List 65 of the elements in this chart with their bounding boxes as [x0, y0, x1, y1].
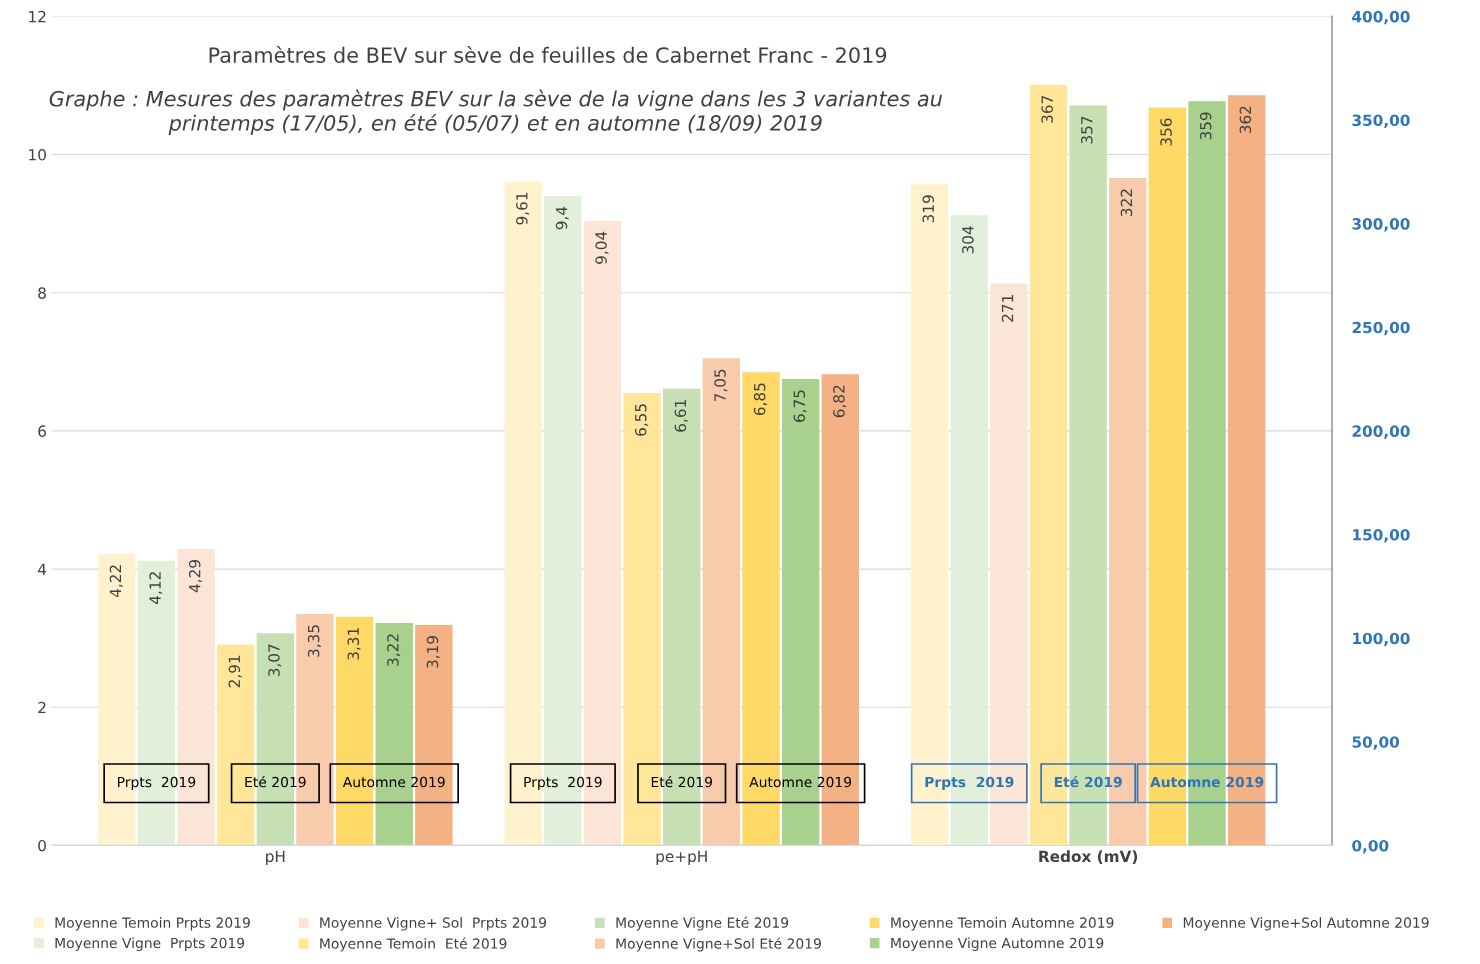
data-label: 359 — [1199, 112, 1212, 140]
annotation: Prpts 2019 — [118, 776, 196, 790]
data-label: 9,04 — [595, 231, 609, 264]
data-label: 3,07 — [268, 644, 282, 677]
legend-label: Moyenne Vigne+Sol Automne 2019 — [1183, 917, 1429, 931]
data-label: 4,12 — [149, 572, 163, 605]
data-label: 6,55 — [634, 404, 649, 436]
annotation: Prpts 2019 — [524, 776, 602, 790]
data-label: 9,4 — [555, 206, 569, 230]
annotation: Eté 2019 — [245, 775, 306, 788]
y2-tick-label: 0,00 — [1352, 839, 1389, 854]
data-label: 6,85 — [753, 383, 767, 416]
data-label: 4,22 — [109, 565, 123, 598]
annotation: Eté 2019 — [651, 775, 713, 788]
y-tick-label: 8 — [38, 287, 46, 299]
text: Paramètres de BEV sur sève de feuilles de Cabernet Franc - 2019 — [209, 46, 887, 63]
data-label: 362 — [1239, 106, 1252, 134]
x-tick-label: Redox (mV) — [1039, 850, 1138, 864]
data-label: 367 — [1041, 96, 1053, 123]
data-label: 3,35 — [307, 625, 321, 657]
legend-label: Moyenne Vigne+Sol Eté 2019 — [616, 937, 821, 952]
y2-tick-label: 200,00 — [1352, 425, 1410, 439]
data-label: 357 — [1081, 116, 1093, 144]
x-tick-label: pe+pH — [656, 850, 707, 866]
data-label: 6,61 — [674, 400, 688, 432]
y-tick-label: 4 — [37, 563, 47, 575]
y2-tick-label: 150,00 — [1353, 529, 1410, 543]
legend-label: Moyenne Temoin Automne 2019 — [891, 917, 1114, 931]
data-label: 2,91 — [228, 655, 242, 688]
y2-tick-label: 400,00 — [1352, 10, 1410, 25]
legend-label: Moyenne Vigne Prpts 2019 — [55, 937, 245, 951]
legend-label: Moyenne Temoin Prpts 2019 — [55, 917, 250, 931]
annotation: Eté 2019 — [1054, 775, 1122, 788]
y-tick-label: 12 — [29, 10, 46, 23]
legend-label: Moyenne Temoin Eté 2019 — [320, 937, 507, 952]
y-tick-label: 2 — [38, 701, 46, 714]
data-label: 6,82 — [833, 385, 847, 418]
data-label: 9,61 — [516, 192, 530, 225]
y2-tick-label: 250,00 — [1352, 321, 1410, 336]
y2-tick-label: 100,00 — [1353, 632, 1410, 647]
legend-label: Moyenne Vigne Automne 2019 — [891, 937, 1104, 951]
data-label: 304 — [962, 226, 974, 254]
annotation: Prpts 2019 — [925, 776, 1014, 790]
legend-label: Moyenne Vigne Eté 2019 — [616, 916, 789, 931]
data-label: 319 — [922, 195, 935, 223]
y2-tick-label: 350,00 — [1352, 114, 1410, 128]
data-label: 322 — [1120, 189, 1133, 216]
data-label: 3,19 — [426, 636, 440, 668]
text: Graphe : Mesures des paramètres BEV sur la sève de la vigne dans les 3 variantes au printemps (17/05), en été (05/07) et en automne (18/09) 2019 — [49, 89, 942, 135]
data-label: 6,75 — [793, 390, 807, 422]
y-tick-label: 0 — [38, 839, 46, 852]
y-tick-label: 6 — [38, 425, 46, 437]
annotation: Automne 2019 — [749, 776, 852, 788]
annotation: Automne 2019 — [342, 776, 445, 788]
data-label: 4,29 — [188, 560, 203, 593]
data-label: 3,31 — [347, 628, 361, 660]
legend-label: Moyenne Vigne+ Sol Prpts 2019 — [320, 917, 547, 931]
x-tick-label: pH — [266, 850, 285, 866]
data-label: 3,22 — [387, 634, 401, 666]
data-label: 356 — [1160, 118, 1172, 146]
data-label: 271 — [1001, 295, 1014, 322]
y2-tick-label: 300,00 — [1352, 218, 1410, 232]
y-tick-label: 10 — [29, 149, 46, 161]
data-label: 7,05 — [714, 369, 728, 402]
y2-tick-label: 50,00 — [1352, 736, 1400, 750]
